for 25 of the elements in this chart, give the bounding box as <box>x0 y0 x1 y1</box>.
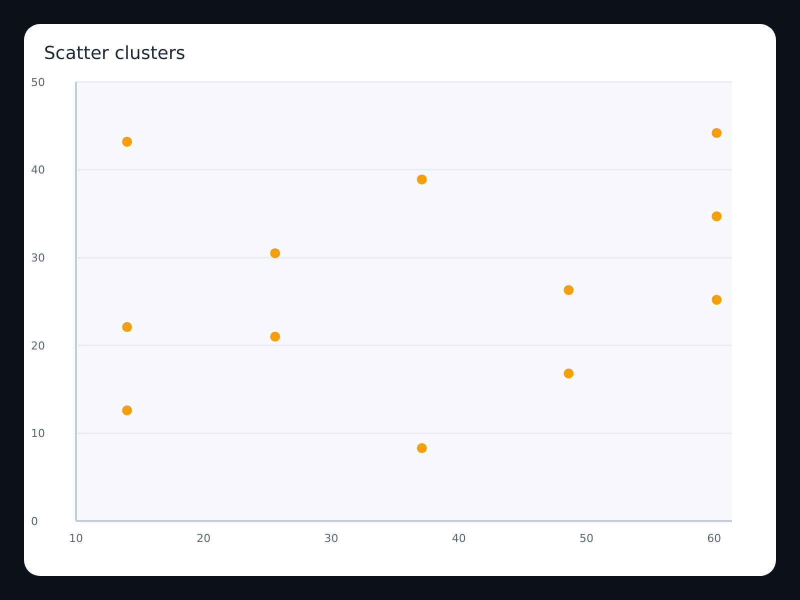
y-tick-label: 50 <box>31 76 45 89</box>
y-tick-label: 20 <box>31 339 45 352</box>
x-tick-label: 50 <box>580 532 594 545</box>
point <box>712 294 722 305</box>
point <box>122 322 132 332</box>
point <box>712 211 722 222</box>
y-tick-label: 40 <box>31 164 45 177</box>
point <box>416 443 427 454</box>
y-tick-label: 0 <box>31 514 38 528</box>
point <box>564 285 574 296</box>
point <box>122 136 132 147</box>
point <box>270 332 280 342</box>
point <box>416 174 427 184</box>
chart-title: Scatter clusters <box>44 43 186 65</box>
x-tick-label: 20 <box>196 532 211 545</box>
x-tick-label: 30 <box>324 532 338 545</box>
y-tick-label: 30 <box>31 251 45 264</box>
point <box>712 128 722 138</box>
x-tick-label: 60 <box>707 532 722 545</box>
point <box>122 405 132 416</box>
x-tick-label: 40 <box>452 532 466 545</box>
x-tick-label: 10 <box>69 532 83 545</box>
point <box>270 248 280 258</box>
point <box>564 368 574 378</box>
y-tick-label: 10 <box>31 427 45 440</box>
